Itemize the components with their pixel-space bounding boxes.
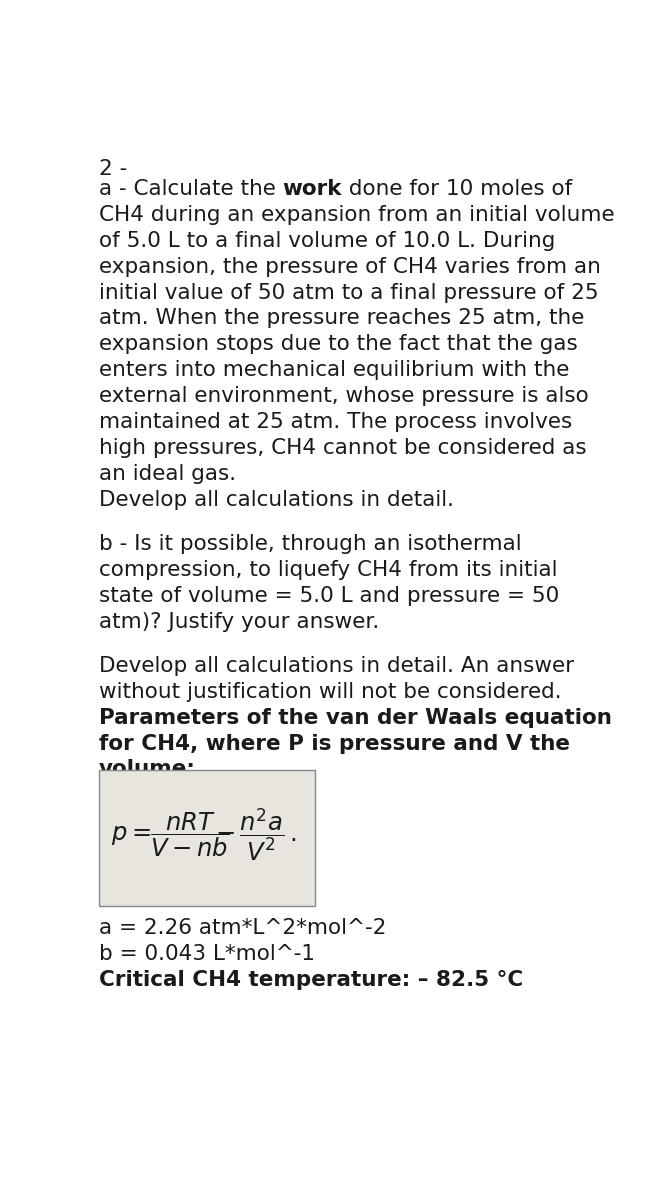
Text: for CH4, where P is pressure and V the: for CH4, where P is pressure and V the: [98, 733, 570, 754]
Text: maintained at 25 atm. The process involves: maintained at 25 atm. The process involv…: [98, 412, 572, 432]
Text: external environment, whose pressure is also: external environment, whose pressure is …: [98, 386, 589, 406]
FancyBboxPatch shape: [98, 769, 315, 906]
Text: expansion, the pressure of CH4 varies from an: expansion, the pressure of CH4 varies fr…: [98, 257, 600, 277]
Text: Develop all calculations in detail.: Develop all calculations in detail.: [98, 490, 454, 510]
Text: volume:: volume:: [98, 760, 196, 779]
Text: done for 10 moles of: done for 10 moles of: [342, 179, 572, 199]
Text: of 5.0 L to a final volume of 10.0 L. During: of 5.0 L to a final volume of 10.0 L. Du…: [98, 230, 555, 251]
Text: work: work: [283, 179, 342, 199]
Text: $\dfrac{\mathit{nRT}}{\mathit{V-nb}}$: $\dfrac{\mathit{nRT}}{\mathit{V-nb}}$: [150, 811, 229, 859]
Text: 2 -: 2 -: [98, 158, 127, 179]
Text: expansion stops due to the fact that the gas: expansion stops due to the fact that the…: [98, 335, 577, 354]
Text: $-\,\dfrac{\mathit{n^{2}a}}{\mathit{V^{2}}}$$\,\mathit{.}$: $-\,\dfrac{\mathit{n^{2}a}}{\mathit{V^{2…: [215, 806, 296, 864]
Text: state of volume = 5.0 L and pressure = 50: state of volume = 5.0 L and pressure = 5…: [98, 586, 559, 606]
Text: CH4 during an expansion from an initial volume: CH4 during an expansion from an initial …: [98, 205, 614, 224]
Text: a = 2.26 atm*L^2*mol^-2: a = 2.26 atm*L^2*mol^-2: [98, 918, 386, 938]
Text: $\mathit{p}=$: $\mathit{p}=$: [112, 823, 152, 847]
Text: initial value of 50 atm to a final pressure of 25: initial value of 50 atm to a final press…: [98, 282, 598, 302]
Text: b = 0.043 L*mol^-1: b = 0.043 L*mol^-1: [98, 944, 315, 964]
Text: without justification will not be considered.: without justification will not be consid…: [98, 682, 561, 702]
Text: Parameters of the van der Waals equation: Parameters of the van der Waals equation: [98, 708, 611, 727]
Text: an ideal gas.: an ideal gas.: [98, 463, 235, 484]
Text: Develop all calculations in detail. An answer: Develop all calculations in detail. An a…: [98, 656, 574, 676]
Text: a - Calculate the: a - Calculate the: [98, 179, 283, 199]
Text: b - Is it possible, through an isothermal: b - Is it possible, through an isotherma…: [98, 534, 521, 554]
Text: atm. When the pressure reaches 25 atm, the: atm. When the pressure reaches 25 atm, t…: [98, 308, 584, 329]
Text: atm)? Justify your answer.: atm)? Justify your answer.: [98, 612, 379, 631]
Text: enters into mechanical equilibrium with the: enters into mechanical equilibrium with …: [98, 360, 569, 380]
Text: high pressures, CH4 cannot be considered as: high pressures, CH4 cannot be considered…: [98, 438, 587, 458]
Text: Critical CH4 temperature: – 82.5 °C: Critical CH4 temperature: – 82.5 °C: [98, 970, 523, 990]
Text: compression, to liquefy CH4 from its initial: compression, to liquefy CH4 from its ini…: [98, 559, 557, 580]
